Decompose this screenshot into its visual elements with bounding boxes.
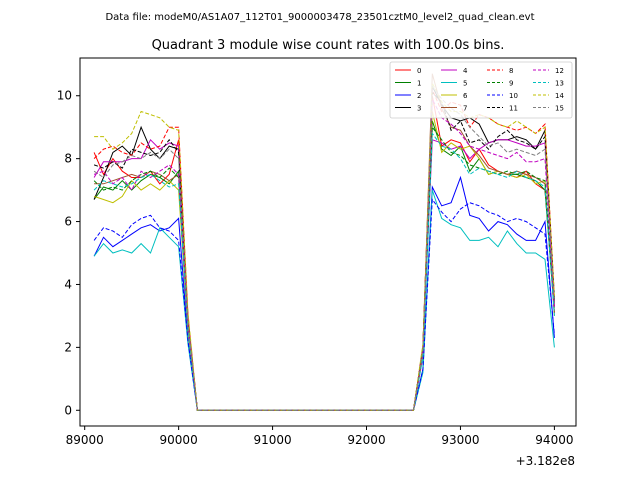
series-layer — [93, 73, 555, 411]
x-tick-label: 89000 — [66, 433, 104, 447]
series-line-3 — [93, 86, 555, 411]
x-tick-label: 91000 — [253, 433, 291, 447]
series-line-8 — [93, 89, 555, 411]
legend-label-0: 0 — [417, 67, 421, 75]
legend-label-13: 13 — [555, 80, 564, 88]
series-line-7 — [94, 73, 555, 411]
series-line-6 — [93, 111, 555, 411]
y-tick-label: 10 — [57, 89, 72, 103]
x-tick-label: 94000 — [535, 433, 573, 447]
legend-label-11: 11 — [509, 105, 518, 113]
series-line-13 — [93, 132, 555, 411]
x-tick-label: 93000 — [441, 433, 479, 447]
legend-label-10: 10 — [509, 92, 518, 100]
legend-label-1: 1 — [417, 80, 421, 88]
series-line-2 — [93, 175, 555, 411]
y-tick-label: 0 — [64, 403, 72, 417]
legend-label-15: 15 — [555, 105, 564, 113]
x-offset-label: +3.182e8 — [516, 454, 575, 468]
series-line-5 — [93, 189, 555, 411]
legend-box — [389, 61, 573, 119]
chart-title: Quadrant 3 module wise count rates with … — [152, 38, 505, 53]
legend-label-9: 9 — [509, 80, 513, 88]
series-line-14 — [94, 82, 555, 411]
legend-label-7: 7 — [463, 105, 467, 113]
y-tick-label: 6 — [64, 215, 72, 229]
legend-label-2: 2 — [417, 92, 421, 100]
axes-frame — [79, 57, 577, 427]
series-line-15 — [93, 84, 555, 411]
legend-label-3: 3 — [417, 105, 421, 113]
legend-label-6: 6 — [463, 92, 468, 100]
legend-label-4: 4 — [463, 67, 468, 75]
y-tick-label: 4 — [64, 277, 72, 291]
legend-label-5: 5 — [463, 80, 467, 88]
series-line-12 — [93, 98, 555, 411]
y-tick-label: 2 — [64, 340, 72, 354]
legend-label-8: 8 — [509, 67, 513, 75]
x-tick-label: 92000 — [347, 433, 385, 447]
ticks-layer: 89000 90000 91000 92000 93000 94000 0 2 4 6 8 10 — [57, 89, 574, 447]
x-tick-label: 90000 — [160, 433, 198, 447]
legend-label-14: 14 — [555, 92, 564, 100]
data-file-label: Data file: modeM0/AS1A07_112T01_90000034… — [105, 12, 534, 23]
y-tick-label: 8 — [64, 152, 72, 166]
legend-label-12: 12 — [555, 67, 564, 75]
